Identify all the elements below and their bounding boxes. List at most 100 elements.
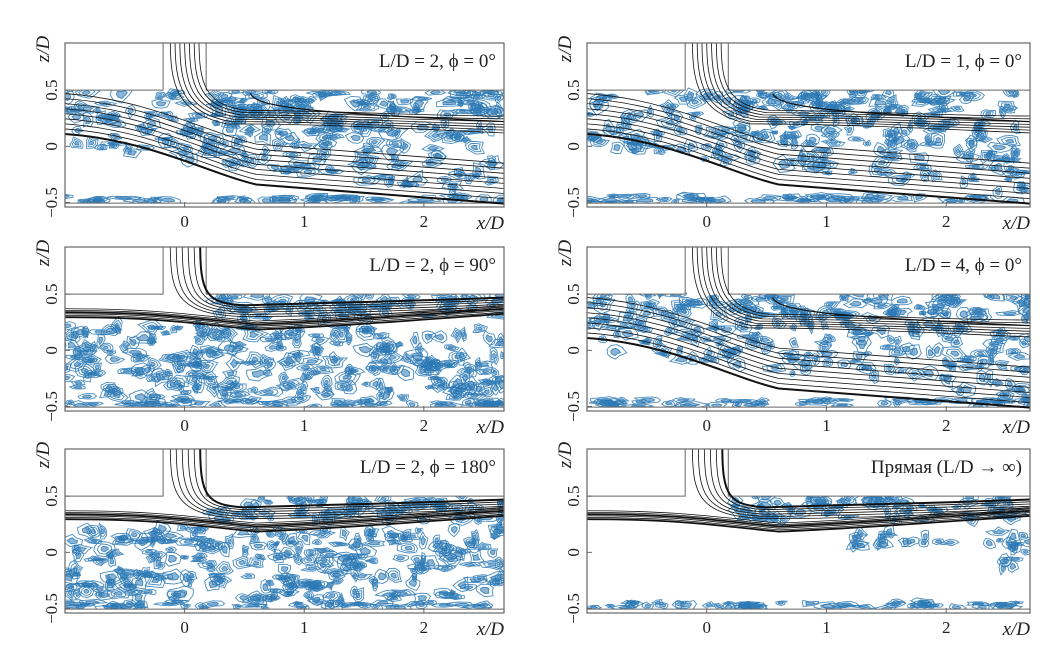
vortex-contour [445, 392, 467, 401]
vortex-contour [690, 297, 708, 309]
vortex-contour [887, 366, 893, 372]
streamline [65, 307, 504, 326]
vortex-contour [909, 604, 916, 608]
vortex-contour [627, 296, 634, 303]
vortex-contour [210, 93, 219, 99]
vortex-contour [491, 367, 500, 379]
vortex-contour [487, 562, 497, 567]
vortex-contour [254, 130, 272, 146]
vortex-contour [372, 353, 378, 361]
vortex-contour [759, 93, 765, 97]
vortex-contour [793, 139, 797, 146]
vortex-contour [221, 565, 229, 571]
vortex-contour [845, 540, 871, 550]
vortex-contour [884, 345, 891, 349]
vortex-contour [254, 553, 267, 561]
vortex-contour [317, 127, 325, 132]
vortex-contour [927, 348, 934, 357]
streamline [587, 123, 1030, 194]
vortex-contour [327, 583, 332, 588]
vortex-contour [363, 403, 377, 407]
vortex-contour [840, 101, 847, 106]
vortex-contour [125, 146, 130, 151]
vortex-contour [323, 385, 332, 395]
vortex-contour [588, 605, 599, 609]
vortex-contour [78, 103, 100, 114]
vortex-contour [270, 543, 276, 549]
vortex-contour [112, 392, 121, 399]
vortex-contour [355, 573, 368, 579]
vortex-contour [82, 106, 95, 112]
vortex-contour [1019, 338, 1030, 348]
vortex-contour [822, 333, 836, 344]
vortex-contour [909, 597, 936, 607]
vortex-contour [472, 382, 486, 396]
vortex-contour [98, 336, 104, 346]
channel-wall [65, 449, 504, 497]
vortex-contour [461, 397, 475, 408]
vortex-contour [150, 368, 170, 388]
vortex-contour [73, 546, 80, 555]
vortex-contour [355, 327, 375, 333]
vortex-contour [491, 534, 499, 540]
vortex-contour [337, 555, 350, 563]
vortex-contour [105, 574, 116, 591]
vortex-contour [673, 199, 679, 203]
vortex-contour [71, 112, 82, 121]
vortex-contour [470, 605, 487, 609]
vortex-contour [248, 92, 264, 99]
vortex-contour [128, 530, 141, 540]
vortex-contour [734, 401, 768, 408]
vortex-contour [142, 590, 153, 594]
vortex-contour [306, 130, 316, 135]
vortex-contour [195, 537, 215, 552]
vortex-contour [215, 336, 224, 341]
vortex-contour [75, 102, 85, 111]
vortex-contour [700, 357, 712, 362]
vortex-contour [123, 401, 132, 405]
x-tick-label: 2 [942, 212, 951, 231]
vortex-contour [121, 347, 148, 360]
vortex-contour [590, 396, 621, 404]
vortex-contour [206, 563, 216, 573]
vortex-contour [630, 404, 647, 408]
vortex-contour [995, 310, 1022, 316]
vortex-contour [856, 98, 864, 102]
vortex-contour [247, 386, 259, 394]
vortex-contour [341, 603, 352, 609]
vortex-contour [343, 604, 350, 608]
vortex-contour [786, 131, 800, 140]
vortex-contour [365, 365, 389, 371]
vortex-contour [388, 539, 400, 545]
vortex-contour [295, 141, 319, 153]
vortex-contour [878, 530, 899, 538]
vortex-contour [282, 328, 302, 339]
vortex-contour [916, 599, 931, 605]
vortex-contour [890, 105, 898, 109]
vortex-contour [817, 148, 826, 152]
vortex-contour [68, 384, 86, 390]
vortex-contour [755, 296, 766, 301]
vortex-contour [249, 331, 260, 338]
vortex-contour [457, 170, 463, 175]
vortex-contour [617, 322, 636, 331]
vortex-contour [619, 323, 633, 330]
vortex-contour [226, 390, 251, 398]
vortex-contour [292, 333, 302, 349]
vortex-contour [110, 316, 123, 335]
streamline [703, 449, 1030, 515]
vortex-contour [349, 544, 356, 549]
vortex-contour [244, 90, 268, 100]
vortex-contour [710, 306, 729, 324]
streamline [174, 43, 504, 131]
vortex-contour [368, 138, 382, 147]
streamline [587, 128, 1030, 199]
streamline [711, 247, 1030, 326]
vortex-contour [1021, 314, 1029, 324]
vortex-contour [314, 194, 348, 204]
vortex-contour [211, 120, 221, 127]
vortex-contour [264, 342, 281, 352]
streamline [587, 93, 1030, 164]
vortex-contour [390, 127, 401, 139]
vortex-contour [929, 170, 941, 181]
